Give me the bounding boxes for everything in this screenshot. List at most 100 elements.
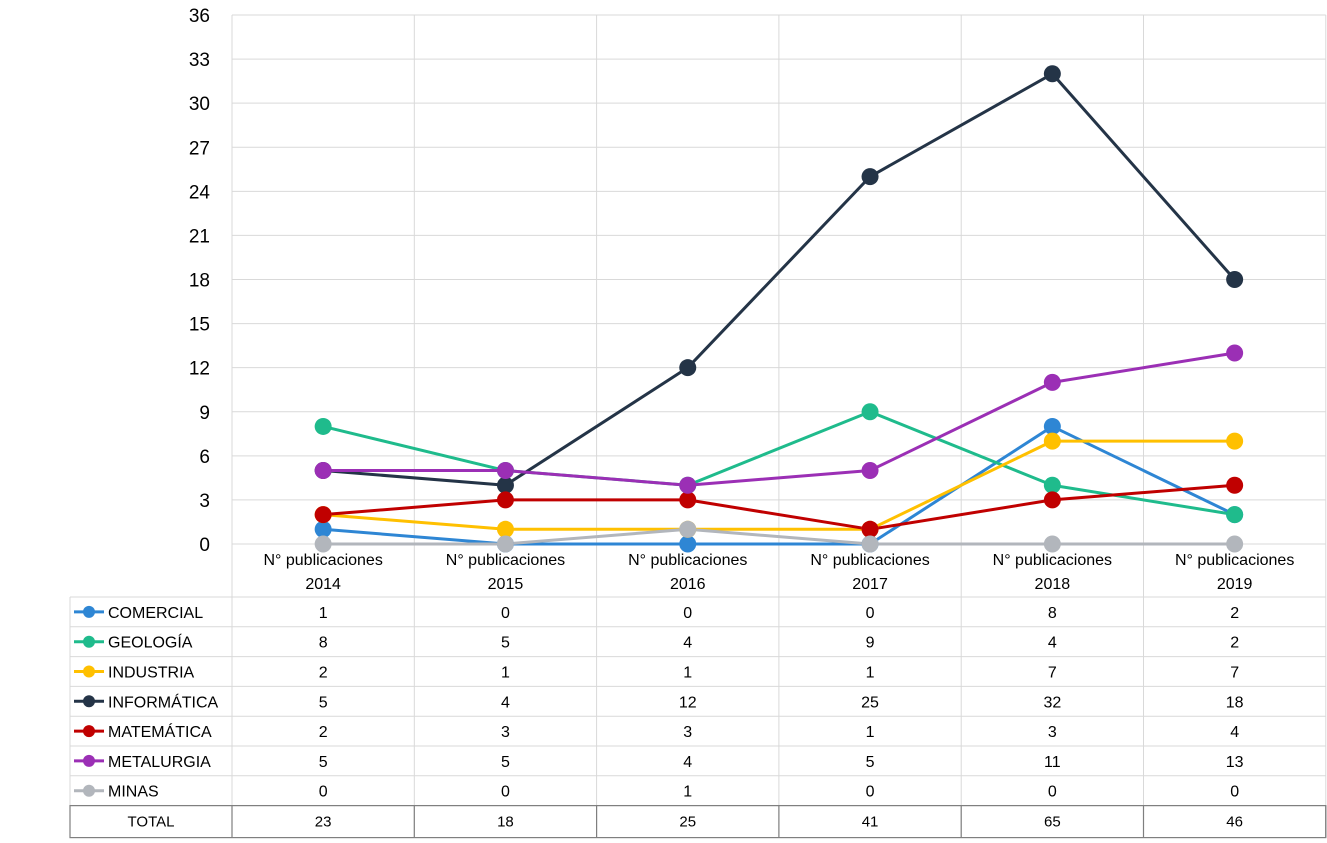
x-category-label: 2019 [1217,576,1253,593]
data-point [1043,417,1061,435]
data-table: COMERCIAL 1 0 0 0 8 2 GEOLOGÍA 8 5 4 9 4 2 INDUSTRIA 2 1… [69,596,1327,839]
y-tick-label: 12 [189,359,210,380]
table-cell: 1 [501,665,510,682]
table-cell: 25 [861,694,879,711]
table-cell: 3 [1048,724,1057,741]
legend-series-name: MINAS [108,784,159,801]
table-cell: 18 [1226,694,1244,711]
data-point [1043,373,1061,391]
x-category-label: 2017 [852,576,888,593]
legend-series-name: METALURGIA [108,754,211,771]
y-tick-label: 3 [199,491,210,512]
total-cell: 41 [862,814,879,831]
table-cell: 0 [866,784,875,801]
legend-key-marker [83,605,95,618]
data-point [314,535,332,553]
table-cell: 9 [866,635,875,652]
table-cell: 2 [319,665,328,682]
table-cell: 0 [501,605,510,622]
table-cell: 5 [501,635,510,652]
table-cell: 12 [679,694,697,711]
data-point [1226,271,1244,288]
data-point [1043,432,1061,450]
table-cell: 8 [319,635,328,652]
x-category-label: N° publicaciones [446,552,565,569]
legend-series-name: GEOLOGÍA [108,633,193,652]
x-axis-category-labels: N° publicaciones 2014 N° publicaciones 2015… [263,552,1294,593]
series-points [314,65,1244,553]
legend-series-name: COMERCIAL [108,605,203,622]
series-line-metalurgia [323,351,1235,487]
data-point [1226,476,1244,494]
table-cell: 5 [501,754,510,771]
table-cell: 11 [1044,754,1061,771]
table-cell: 7 [1048,665,1057,682]
table-cell: 7 [1230,665,1239,682]
data-point [1043,535,1061,553]
table-cell: 4 [501,694,510,711]
gridlines [231,14,1327,838]
data-point [314,417,332,435]
table-cell: 5 [319,694,328,711]
data-point [496,462,514,480]
data-point [861,520,879,538]
data-point [679,359,697,377]
table-cell: 3 [683,724,692,741]
x-category-label: 2014 [305,576,341,593]
table-cell: 5 [866,754,875,771]
table-cell: 0 [501,784,510,801]
legend-key-marker [83,665,95,678]
table-cell: 4 [683,635,692,652]
data-point [861,535,879,553]
table-cell: 8 [1048,605,1057,622]
series-line-matemática [323,483,1235,531]
data-point [1226,344,1244,362]
total-cell: 65 [1044,814,1061,831]
legend-series-name: INFORMÁTICA [108,692,219,711]
table-cell: 0 [319,784,328,801]
table-cell: 4 [683,754,692,771]
table-cell: 0 [683,605,692,622]
y-tick-label: 30 [189,94,210,115]
table-cell: 4 [1048,635,1057,652]
data-point [861,168,879,186]
data-point [1226,506,1244,524]
data-point [679,520,697,538]
table-cell: 2 [319,724,328,741]
legend-key-marker [83,784,95,797]
data-point [861,462,879,480]
data-point [314,462,332,480]
total-cell: 23 [315,814,332,831]
table-cell: 4 [1230,724,1239,741]
data-point [1226,535,1244,553]
table-cell: 2 [1230,605,1239,622]
data-point [679,491,697,509]
table-cell: 1 [319,605,328,622]
legend-key-marker [83,635,95,648]
data-point [314,506,332,524]
data-point [1043,476,1061,494]
table-cell: 0 [866,605,875,622]
series-line-minas [323,527,1235,546]
legend-key-marker [83,754,95,767]
y-tick-label: 24 [189,182,211,203]
series-lines [322,72,1236,546]
x-category-label: N° publicaciones [263,552,382,569]
table-cell: 1 [683,665,692,682]
y-tick-label: 21 [189,226,210,247]
x-category-label: 2015 [488,576,524,593]
legend-series-name: MATEMÁTICA [108,722,212,741]
x-category-label: N° publicaciones [628,552,747,569]
series-line-informática [323,72,1236,487]
data-point [496,520,514,538]
table-cell: 32 [1043,694,1061,711]
legend-series-name: INDUSTRIA [108,665,195,682]
data-point [1043,491,1061,509]
series-line-geología [322,410,1235,517]
y-tick-label: 15 [189,315,210,336]
data-point [1226,432,1244,450]
data-point [679,476,697,494]
table-cell: 1 [866,724,875,741]
